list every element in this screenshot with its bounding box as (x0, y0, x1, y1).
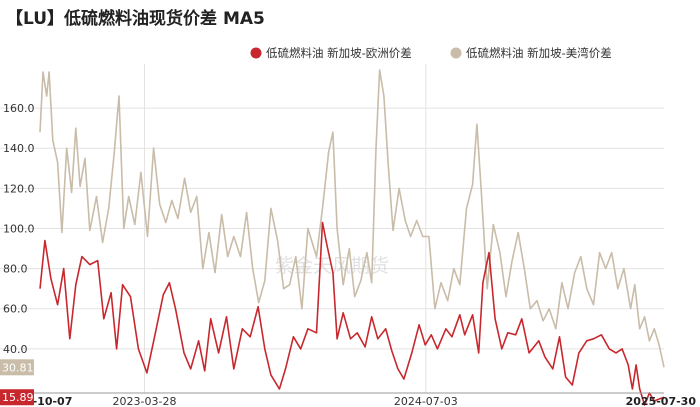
y-axis-ticks: 40.0 60.0 80.0 100.0 120.0 140.0 160.0 (3, 102, 35, 356)
end-label-box (0, 359, 34, 376)
legend-label: 低硫燃料油 新加坡-美湾价差 (466, 46, 612, 60)
end-value-label: 30.81 (2, 361, 34, 374)
vertical-grid (144, 64, 427, 393)
y-tick-label: 60.0 (3, 303, 28, 316)
legend-marker (450, 47, 462, 59)
y-tick-label: 100.0 (3, 222, 35, 235)
legend-marker (250, 47, 262, 59)
x-tick-label: 2025-07-30 (626, 395, 697, 407)
series-lines (39, 69, 665, 406)
end-labels: 30.81 15.89 (0, 359, 34, 406)
y-tick-label: 160.0 (3, 102, 35, 115)
grid (0, 107, 664, 350)
end-label-box (0, 389, 34, 406)
series-line-usgulf (39, 69, 665, 368)
y-tick-label: 120.0 (3, 182, 35, 195)
y-tick-label: 40.0 (3, 343, 28, 356)
x-axis-ticks: 2022-10-07 2023-03-28 2024-07-03 2025-07-30 (2, 395, 696, 407)
end-value-label: 15.89 (2, 391, 34, 404)
chart-title: 【LU】低硫燃料油现货价差 MA5 (6, 9, 265, 29)
y-tick-label: 80.0 (3, 263, 28, 276)
y-tick-label: 140.0 (3, 142, 35, 155)
legend: 低硫燃料油 新加坡-欧洲价差 低硫燃料油 新加坡-美湾价差 (250, 46, 612, 60)
x-tick-label: 2024-07-03 (394, 395, 458, 407)
legend-label: 低硫燃料油 新加坡-欧洲价差 (266, 46, 412, 60)
series-line-europe (39, 221, 665, 406)
x-tick-label: 2023-03-28 (113, 395, 177, 407)
